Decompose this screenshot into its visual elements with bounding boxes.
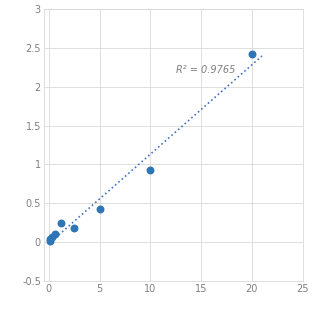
Point xyxy=(249,52,254,57)
Point xyxy=(53,232,58,237)
Point xyxy=(72,226,77,231)
Point xyxy=(48,236,53,241)
Point xyxy=(47,239,52,244)
Point xyxy=(59,221,64,226)
Text: R² = 0.9765: R² = 0.9765 xyxy=(176,65,235,75)
Point xyxy=(49,234,54,239)
Point xyxy=(97,207,102,212)
Point xyxy=(148,168,153,173)
